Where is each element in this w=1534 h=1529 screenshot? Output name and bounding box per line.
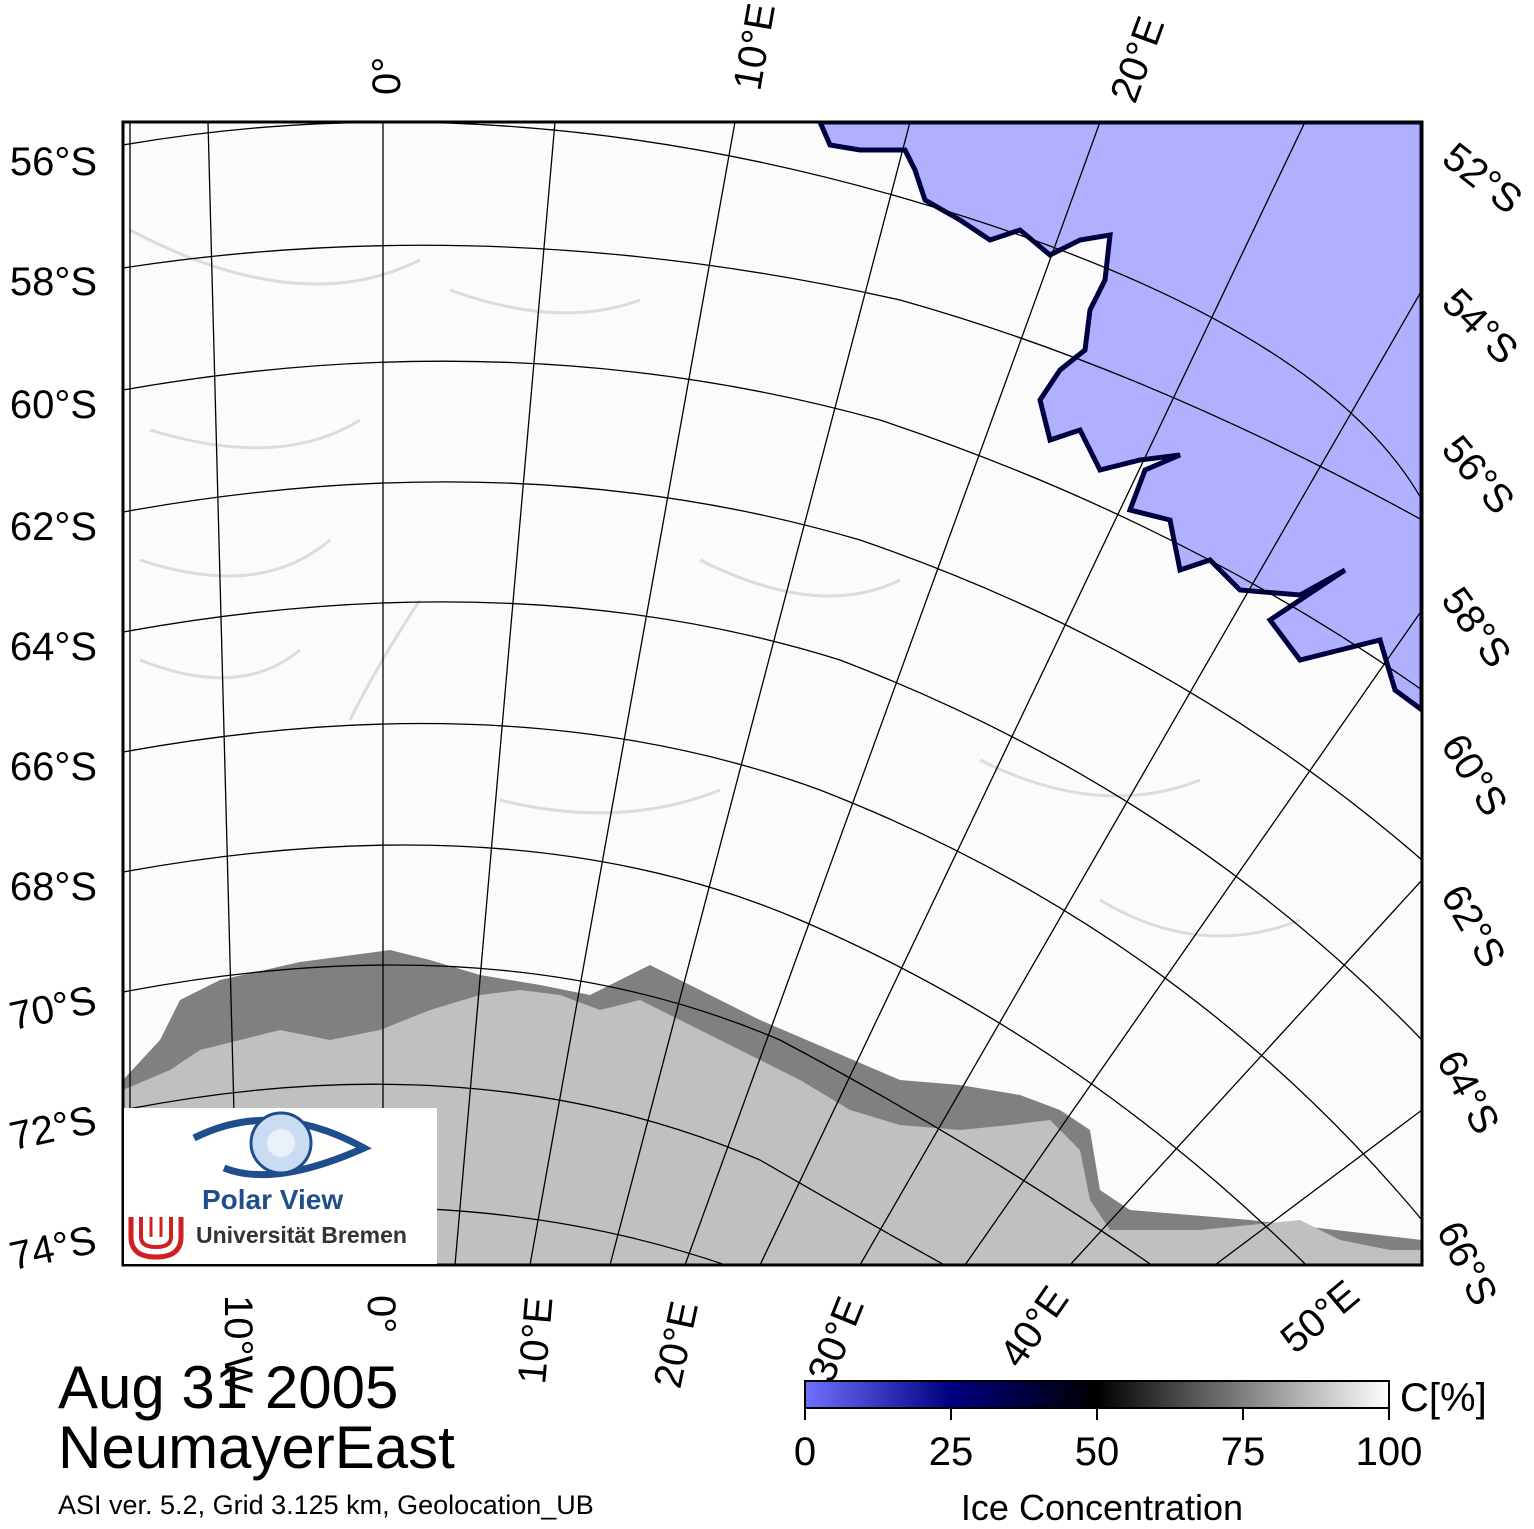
lat-labels-right: 52°S 54°S 56°S 58°S 60°S 62°S 64°S 66°S: [1428, 134, 1530, 1312]
logo-org: Universität Bremen: [196, 1222, 407, 1248]
map-frame: [121, 120, 1424, 1267]
region-name: NeumayerEast: [58, 1414, 455, 1481]
lat-labels-left: 56°S 58°S 60°S 62°S 64°S 66°S 68°S 70°S …: [6, 140, 100, 1279]
lat-label: 62°S: [10, 505, 97, 549]
lat-label: 60°S: [10, 383, 97, 427]
lon-label: 0°: [359, 1295, 403, 1333]
lat-label: 62°S: [1432, 878, 1514, 975]
lon-label: 30°E: [800, 1291, 873, 1388]
ice-texture: [129, 228, 1301, 938]
lon-label: 10°E: [510, 1295, 561, 1386]
colorbar: [804, 1380, 1390, 1409]
lon-label: 10°E: [726, 0, 784, 93]
lat-label: 70°S: [6, 978, 100, 1039]
lat-label: 56°S: [1433, 428, 1523, 523]
lon-label: 10°W: [216, 1295, 260, 1393]
colorbar-tick-marks: [804, 1408, 1390, 1420]
eye-icon: [192, 1111, 372, 1179]
lat-label: 58°S: [1433, 579, 1520, 675]
lat-label: 52°S: [1434, 134, 1530, 222]
colorbar-tick-label: 50: [1074, 1430, 1120, 1474]
lat-label: 66°S: [10, 745, 97, 789]
colorbar-tick-label: 0: [793, 1430, 817, 1474]
lat-label: 64°S: [1428, 1044, 1508, 1142]
uni-bremen-icon: [128, 1217, 184, 1260]
lat-label: 68°S: [10, 865, 97, 909]
open-water: [817, 122, 1422, 714]
lon-label: 50°E: [1273, 1272, 1368, 1362]
colorbar-unit: C[%]: [1400, 1376, 1487, 1420]
lat-label: 66°S: [1428, 1215, 1506, 1313]
colorbar-title: Ice Concentration: [960, 1487, 1244, 1528]
colorbar-tick-label: 75: [1220, 1430, 1266, 1474]
map-date: Aug 31 2005: [58, 1354, 399, 1421]
colorbar-tick-label: 100: [1355, 1430, 1423, 1474]
lon-label: 0°: [365, 57, 409, 95]
lon-label: 20°E: [646, 1297, 707, 1391]
colorbar-tick-label: 25: [928, 1430, 974, 1474]
land: [123, 990, 1422, 1265]
lat-label: 56°S: [10, 140, 97, 184]
lon-label: 40°E: [991, 1279, 1077, 1376]
logo-title: Polar View: [202, 1184, 344, 1215]
lon-label: 20°E: [1102, 11, 1173, 108]
graticule-meridians: [129, 122, 1422, 1265]
lat-label: 64°S: [10, 625, 97, 669]
lat-label: 72°S: [6, 1098, 100, 1159]
credit-line: ASI ver. 5.2, Grid 3.125 km, Geolocation…: [58, 1490, 594, 1520]
lat-label: 58°S: [10, 260, 97, 304]
lat-label: 60°S: [1432, 726, 1516, 823]
lat-label: 54°S: [1434, 280, 1527, 373]
polar-view-logo: Polar View Universität Bremen: [124, 1108, 437, 1264]
lon-labels-top: 0° 10°E 20°E: [365, 0, 1173, 108]
lat-label: 74°S: [6, 1218, 100, 1279]
